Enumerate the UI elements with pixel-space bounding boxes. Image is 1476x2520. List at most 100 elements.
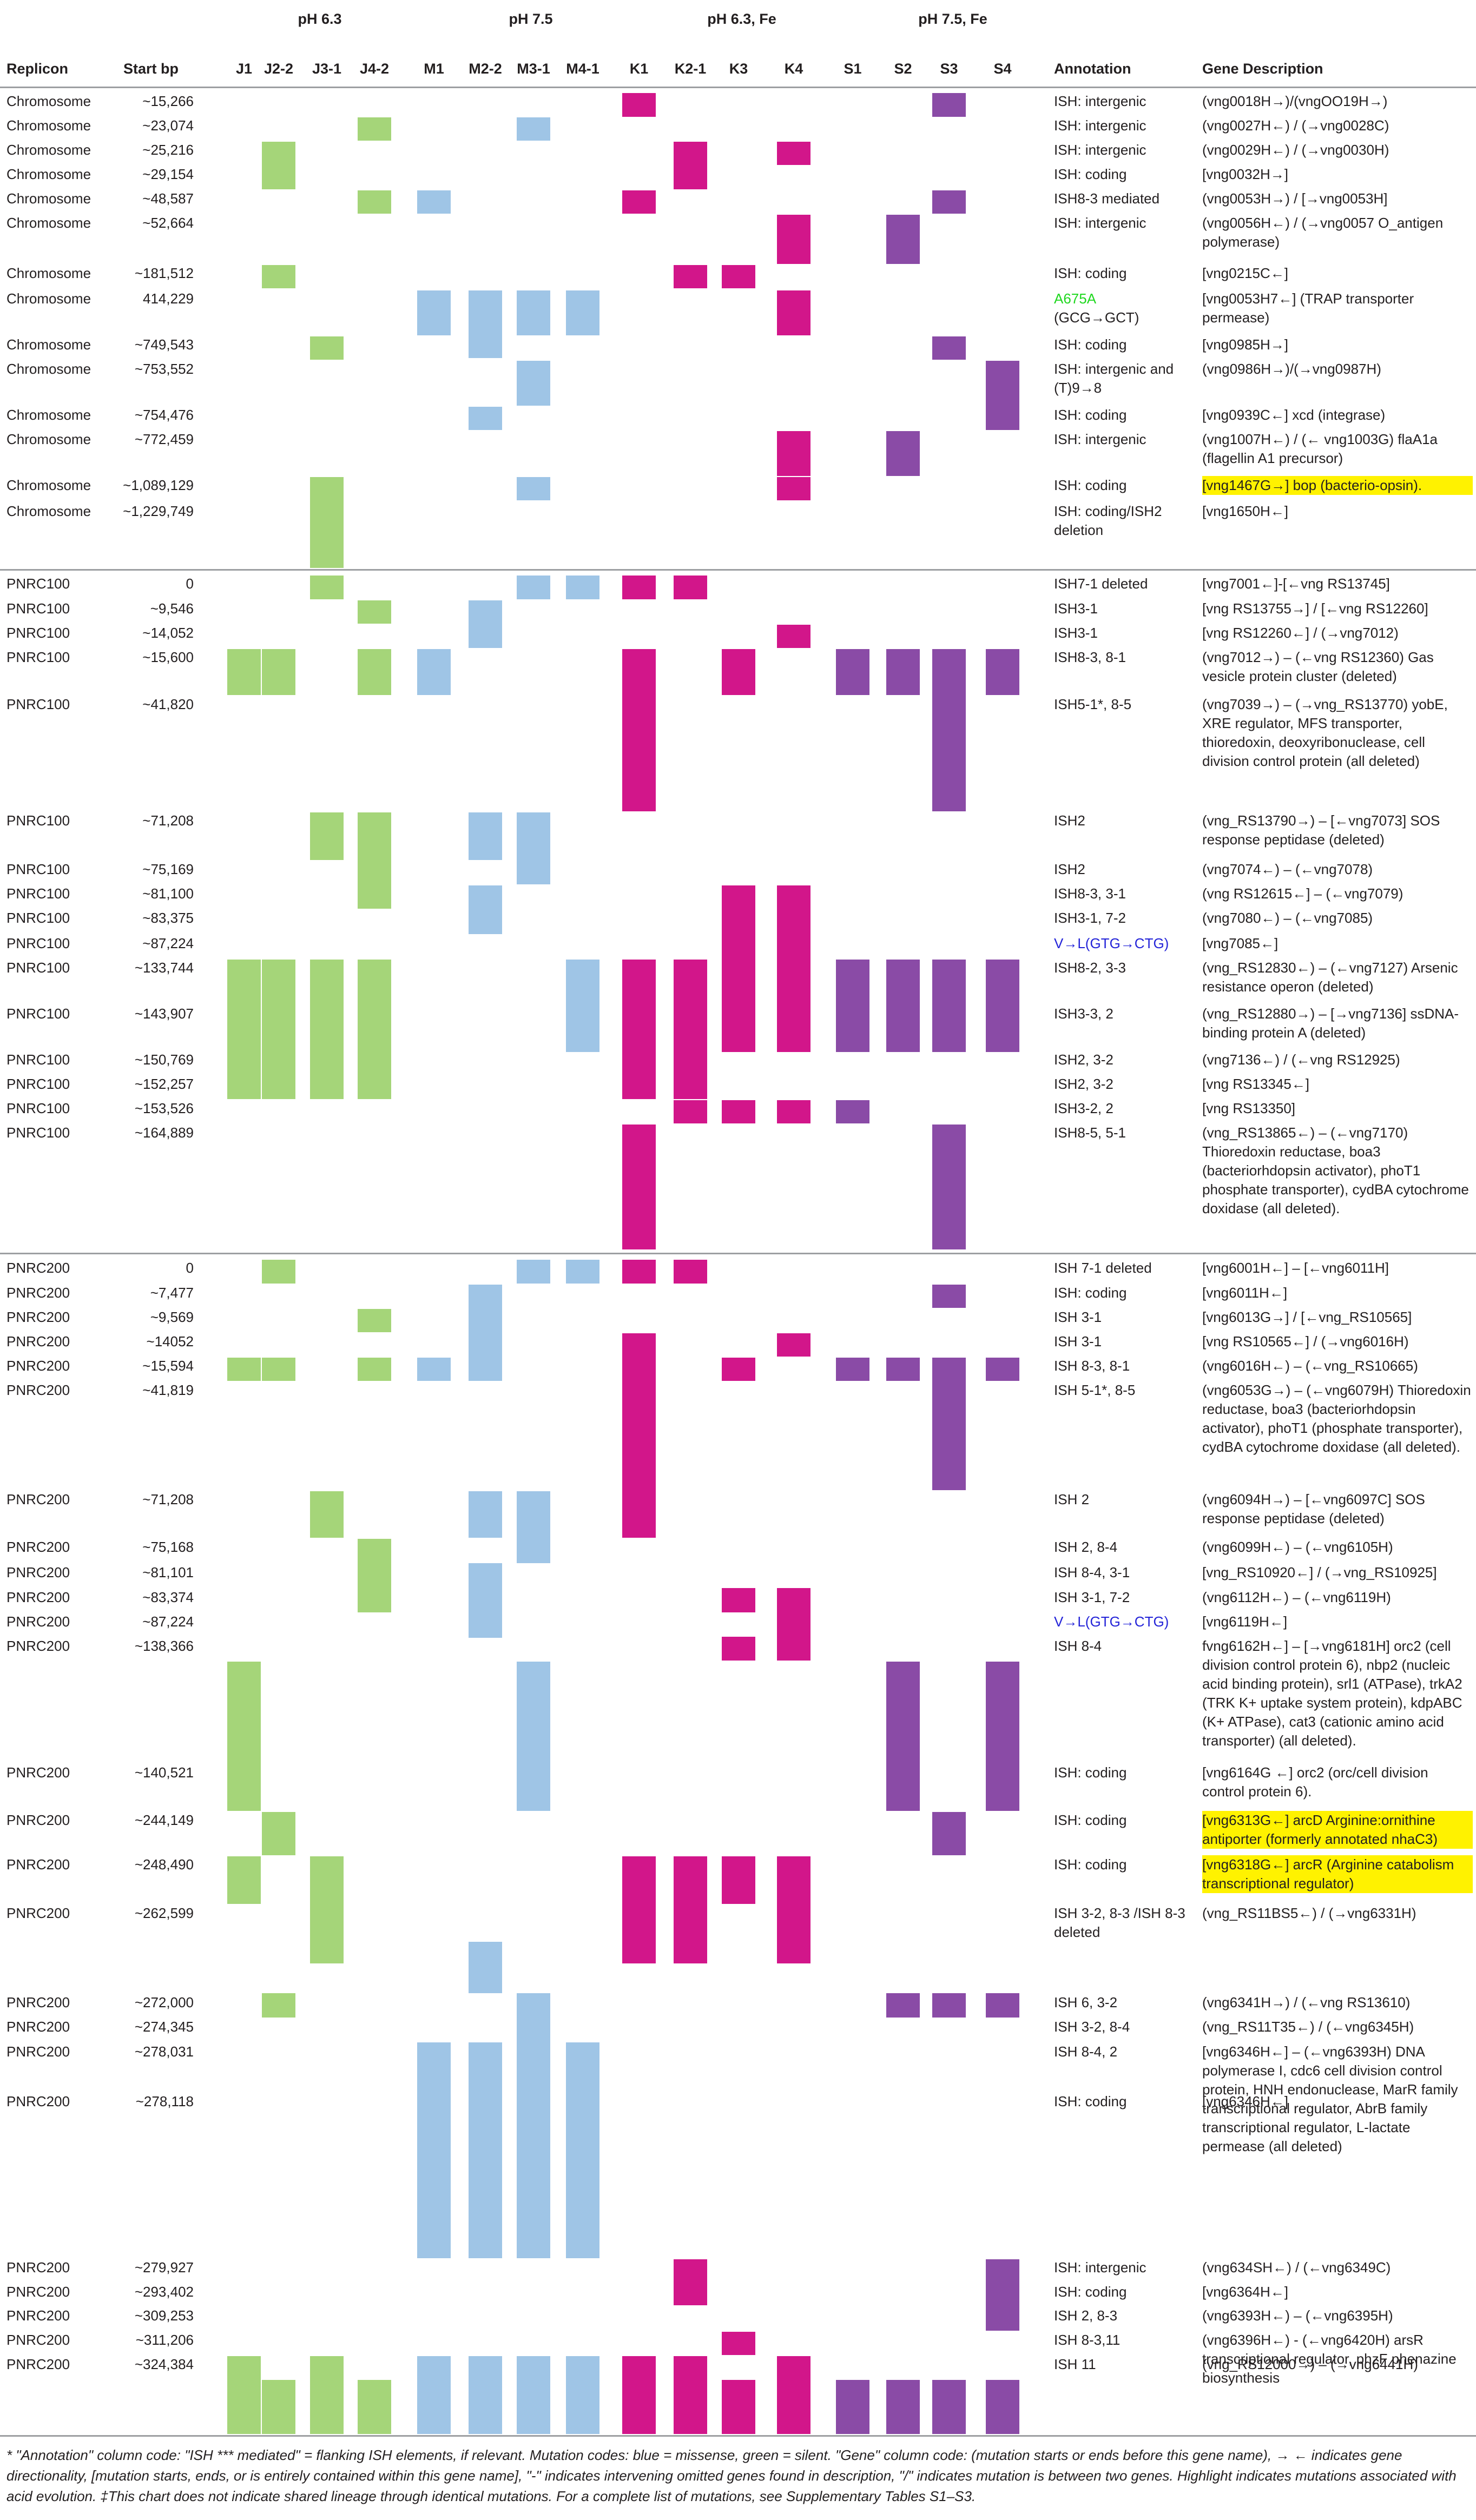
mutation-bar-k4: [777, 1588, 811, 1661]
start-bp-cell: ~15,266: [142, 93, 194, 109]
start-bp-cell: ~75,168: [142, 1539, 194, 1555]
mutation-bar-j3-1: [310, 1856, 344, 1963]
annotation-cell: ISH 2: [1054, 1491, 1090, 1507]
replicon-cell: PNRC200: [6, 1638, 70, 1654]
mutation-bar-s4: [986, 1358, 1019, 1381]
mutation-bar-s2: [886, 2380, 920, 2434]
gene-description-cell: (vng6341H→) / (←vng RS13610): [1202, 1994, 1411, 2010]
gene-description-cell: [vng RS13755→] / [←vng RS12260]: [1202, 600, 1428, 617]
start-bp-cell: ~138,366: [134, 1638, 194, 1654]
replicon-cell: PNRC100: [6, 1125, 70, 1141]
mutation-bar-k4: [777, 290, 811, 335]
gene-description-cell: (vng_RS13790→) – [←vng7073] SOS response…: [1202, 812, 1440, 848]
mutation-bar-k2-1: [674, 960, 707, 1099]
col-header-strain-m2-2: M2-2: [469, 61, 502, 77]
start-bp-cell: ~244,149: [134, 1812, 194, 1828]
gene-description-cell: (vng6053G→) – (←vng6079H) Thioredoxin re…: [1202, 1382, 1471, 1455]
gene-description-cell: (vng_RS12000→) – (→vng6441H): [1202, 2356, 1418, 2372]
col-header-strain-j1: J1: [235, 61, 253, 77]
start-bp-cell: ~25,216: [142, 142, 194, 158]
annotation-cell: ISH: coding: [1054, 1285, 1127, 1301]
col-header-strain-j2-2: J2-2: [263, 61, 294, 77]
mutation-table: pH 6.3 pH 7.5 pH 6.3, Fe pH 7.5, Fe Repl…: [0, 11, 1476, 2437]
mutation-bar-s2: [886, 1358, 920, 1381]
start-bp-cell: ~164,889: [134, 1125, 194, 1141]
mutation-bar-k2-1: [674, 1100, 707, 1123]
mutation-bar-k3: [722, 1100, 755, 1123]
replicon-cell: Chromosome: [6, 142, 91, 158]
mutation-bar-j2-2: [262, 265, 295, 288]
replicon-cell: Chromosome: [6, 215, 91, 231]
gene-description-cell: [vng_RS10920←] / (→vng_RS10925]: [1202, 1564, 1437, 1580]
replicon-cell: PNRC100: [6, 960, 70, 976]
start-bp-cell: ~71,208: [142, 812, 194, 829]
annotation-cell: ISH2, 3-2: [1054, 1051, 1113, 1068]
replicon-cell: Chromosome: [6, 431, 91, 447]
footnote: * "Annotation" column code: "ISH *** med…: [6, 2447, 1457, 2504]
mutation-bar-k1: [622, 93, 656, 117]
replicon-cell: PNRC200: [6, 1589, 70, 1605]
gene-description-cell: [vng6318G←] arcR (Arginine catabolism tr…: [1202, 1855, 1473, 1893]
start-bp-cell: ~309,253: [134, 2307, 194, 2324]
gene-description-cell: [vng6011H←]: [1202, 1285, 1288, 1301]
mutation-bar-m3-1: [517, 812, 550, 884]
mutation-bar-m2-2: [469, 600, 502, 648]
col-header-replicon: Replicon: [6, 61, 69, 77]
mutation-bar-j1: [227, 1662, 261, 1811]
mutation-bar-k4: [777, 477, 811, 500]
mutation-bar-j4-2: [358, 190, 391, 214]
replicon-cell: PNRC200: [6, 1358, 70, 1374]
mutation-bar-m3-1: [517, 2356, 550, 2434]
mutation-bar-m3-1: [517, 117, 550, 141]
mutation-bar-k2-1: [674, 265, 707, 288]
start-bp-cell: ~143,907: [134, 1006, 194, 1022]
start-bp-cell: ~133,744: [134, 960, 194, 976]
mutation-bar-j4-2: [358, 1309, 391, 1332]
replicon-cell: PNRC100: [6, 1006, 70, 1022]
annotation-cell: ISH: coding: [1054, 1856, 1127, 1873]
replicon-cell: PNRC200: [6, 1564, 70, 1580]
mutation-bar-j4-2: [358, 649, 391, 695]
annotation-cell: ISH8-2, 3-3: [1054, 960, 1126, 976]
mutation-bar-s3: [932, 1812, 966, 1855]
start-bp-cell: ~48,587: [142, 190, 194, 207]
replicon-cell: PNRC100: [6, 935, 70, 951]
start-bp-cell: ~52,664: [142, 215, 194, 231]
start-bp-cell: ~324,384: [134, 2356, 194, 2372]
mutation-bar-m2-2: [469, 2356, 502, 2434]
gene-description-cell: [vng7001←]-[←vng RS13745]: [1202, 576, 1390, 592]
annotation-cell: ISH: coding: [1054, 2093, 1127, 2109]
start-bp-cell: 0: [186, 576, 194, 592]
replicon-cell: PNRC100: [6, 649, 70, 665]
annotation-cell: ISH: coding: [1054, 407, 1127, 423]
mutation-bar-j2-2: [262, 960, 295, 1099]
mutation-bar-j4-2: [358, 2380, 391, 2434]
gene-description-cell: (vng0986H→)/(→vng0987H): [1202, 361, 1381, 377]
replicon-cell: PNRC200: [6, 1905, 70, 1921]
start-bp-cell: ~152,257: [134, 1076, 194, 1092]
gene-description-cell: (vng634SH←) / (←vng6349C): [1202, 2259, 1391, 2276]
replicon-cell: Chromosome: [6, 407, 91, 423]
annotation-cell: ISH 8-3, 8-1: [1054, 1358, 1130, 1374]
start-bp-cell: ~9,546: [150, 600, 194, 617]
mutation-bar-m4-1: [566, 2356, 599, 2434]
annotation-codon-cell: (GCG→GCT): [1054, 309, 1139, 326]
col-header-strain-m1: M1: [424, 61, 444, 77]
annotation-cell: ISH 3-1: [1054, 1333, 1102, 1350]
gene-description-cell: (vng0027H←) / (→vng0028C): [1202, 117, 1389, 134]
mutation-bar-s1: [836, 2380, 869, 2434]
start-bp-cell: ~1,089,129: [123, 477, 194, 493]
gene-description-cell: [vng RS13345←]: [1202, 1076, 1310, 1092]
replicon-cell: PNRC200: [6, 1994, 70, 2010]
annotation-cell: ISH2, 3-2: [1054, 1076, 1113, 1092]
gene-description-cell: (vng0056H←) / (→vng0057 O_antigen polyme…: [1202, 215, 1444, 250]
annotation-cell: ISH3-1: [1054, 600, 1098, 617]
start-bp-cell: ~41,820: [142, 696, 194, 712]
mutation-bar-k3: [722, 885, 755, 1052]
mutation-bar-s2: [886, 960, 920, 1052]
mutation-bar-m3-1: [517, 1491, 550, 1563]
start-bp-cell: ~7,477: [150, 1285, 194, 1301]
replicon-cell: PNRC100: [6, 812, 70, 829]
mutation-bar-m2-2: [469, 1285, 502, 1381]
annotation-cell: ISH: intergenic: [1054, 2259, 1146, 2276]
